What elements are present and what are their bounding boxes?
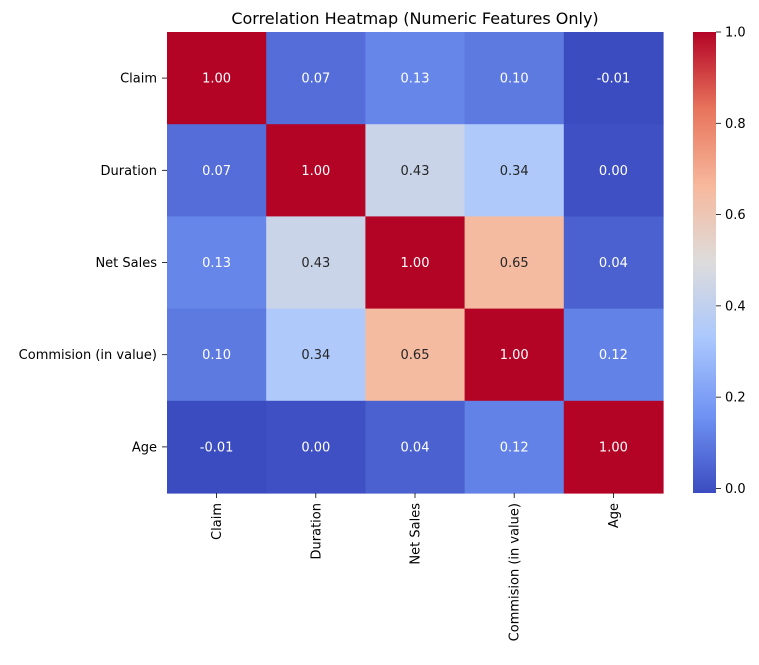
cell-annotation: 0.12 [599, 348, 628, 363]
cell-annotation: 0.43 [301, 256, 330, 271]
heatmap-cell [365, 124, 466, 217]
heatmap-cell [167, 124, 267, 217]
cell-annotation: 0.04 [599, 256, 628, 271]
cell-annotation: 1.00 [301, 164, 330, 179]
chart-title: Correlation Heatmap (Numeric Features On… [231, 9, 598, 28]
y-tick-label: Duration [101, 164, 157, 179]
heatmap-cell [266, 308, 366, 402]
heatmap-cell [563, 32, 664, 125]
cell-annotation: -0.01 [200, 440, 234, 455]
heatmap-cell [365, 216, 466, 310]
x-tick-label: Claim [210, 503, 225, 540]
cell-annotation: 1.00 [599, 440, 628, 455]
cell-annotation: -0.01 [597, 72, 631, 87]
x-tick-label: Net Sales [409, 503, 424, 565]
heatmap-cell [167, 400, 267, 494]
cell-annotation: 1.00 [500, 348, 529, 363]
colorbar-tick-label: 0.2 [725, 391, 746, 406]
heatmap-cell [563, 308, 664, 402]
heatmap-cell [365, 32, 466, 125]
heatmap-cell [365, 308, 466, 402]
cell-annotation: 1.00 [202, 72, 231, 87]
heatmap-cell [266, 32, 366, 125]
cell-annotation: 0.07 [301, 72, 330, 87]
y-axis: Claim Duration Net Sales Commision (in valu… [19, 72, 167, 455]
x-tick-label: Duration [309, 503, 324, 559]
heatmap-cells [167, 32, 664, 494]
y-tick-label: Net Sales [95, 256, 157, 271]
heatmap-cell [464, 400, 565, 494]
x-tick-label: Age [607, 503, 622, 528]
heatmap-cell [167, 32, 267, 125]
colorbar-tick-label: 0.4 [725, 299, 746, 314]
cell-annotation: 0.10 [202, 348, 231, 363]
cell-annotation: 0.12 [500, 440, 529, 455]
heatmap-cell [365, 400, 466, 494]
x-tick-label: Commision (in value) [508, 503, 523, 641]
colorbar-tick-label: 0.8 [725, 117, 746, 132]
colorbar-tick-label: 0.6 [725, 208, 746, 223]
colorbar: 0.0 0.2 0.4 0.6 0.8 1.0 [693, 26, 746, 497]
heatmap-cell [563, 124, 664, 217]
cell-annotation: 0.00 [301, 440, 330, 455]
colorbar-tick-label: 1.0 [725, 26, 746, 41]
cell-annotation: 1.00 [401, 256, 430, 271]
heatmap-cell [266, 124, 366, 217]
cell-annotation: 0.13 [401, 72, 430, 87]
cell-annotation: 0.04 [401, 440, 430, 455]
x-axis: Claim Duration Net Sales Commision (in valu… [210, 493, 622, 641]
heatmap-cell [563, 216, 664, 310]
cell-annotation: 0.65 [401, 348, 430, 363]
heatmap-cell [464, 124, 565, 217]
cell-annotation: 0.07 [202, 164, 231, 179]
heatmap-cell [167, 216, 267, 310]
y-tick-label: Commision (in value) [19, 348, 157, 363]
colorbar-tick-label: 0.0 [725, 482, 746, 497]
cell-annotation: 0.10 [500, 72, 529, 87]
heatmap-cell [464, 32, 565, 125]
cell-annotation: 0.34 [500, 164, 529, 179]
cell-annotation: 0.65 [500, 256, 529, 271]
heatmap-cell [266, 400, 366, 494]
cell-annotation: 0.00 [599, 164, 628, 179]
heatmap-cell [266, 216, 366, 310]
cell-annotation: 0.34 [301, 348, 330, 363]
y-tick-label: Age [132, 440, 157, 455]
heatmap-cell [464, 308, 565, 402]
cell-annotation: 0.43 [401, 164, 430, 179]
heatmap-cell [464, 216, 565, 310]
colorbar-gradient [693, 32, 716, 493]
cell-annotation: 0.13 [202, 256, 231, 271]
heatmap-cell [167, 308, 267, 402]
heatmap-cell [563, 400, 664, 494]
heatmap-annotations: 1.00 0.07 0.13 0.10 -0.01 0.07 1.00 0.43 0.34 0.0… [200, 72, 630, 456]
y-tick-label: Claim [120, 72, 157, 87]
